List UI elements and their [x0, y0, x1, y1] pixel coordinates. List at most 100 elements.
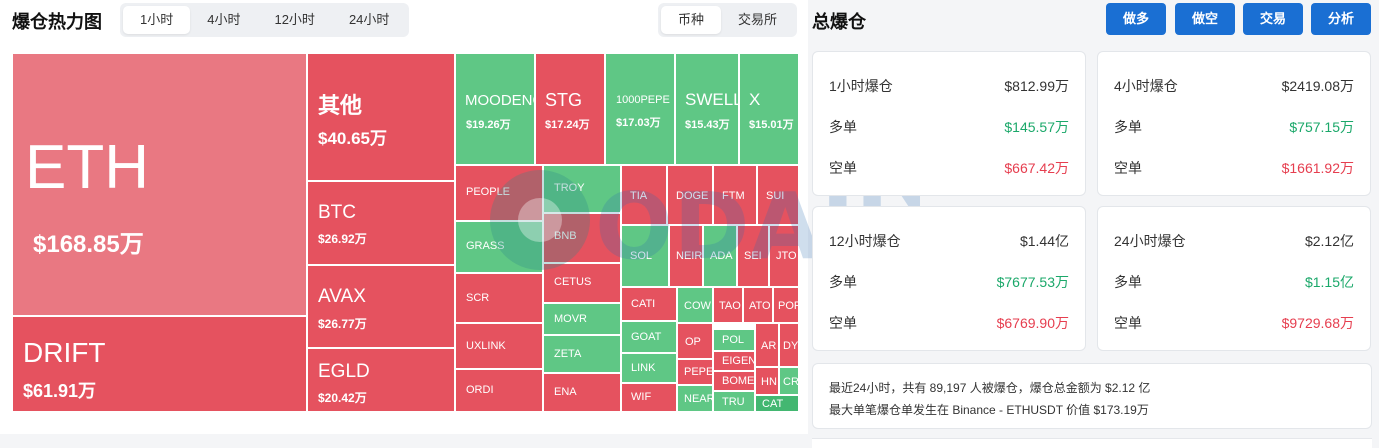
tile-value: $40.65万	[318, 129, 387, 148]
tile-name: SOL	[630, 250, 653, 262]
tile-jto[interactable]: JTO	[769, 225, 799, 287]
tile-cr[interactable]: CR	[779, 367, 799, 395]
tile-cati[interactable]: CATI	[621, 287, 677, 321]
tile-name: CR	[783, 376, 799, 388]
tile-value: $17.24万	[545, 119, 590, 131]
tile-name: GOAT	[631, 331, 662, 343]
tile-other[interactable]: 其他 $40.65万	[307, 53, 455, 181]
tile-bnb[interactable]: BNB	[543, 213, 621, 263]
tile-pop[interactable]: POP	[773, 287, 799, 323]
tile-name: MOODENG	[465, 92, 534, 109]
bottom-strip	[0, 434, 808, 448]
tab-exchange[interactable]: 交易所	[738, 12, 778, 27]
short-button[interactable]: 做空	[1175, 3, 1235, 35]
tile-btc[interactable]: BTC $26.92万	[307, 181, 455, 265]
long-button[interactable]: 做多	[1106, 3, 1166, 35]
long-value: $145.57万	[1004, 119, 1069, 135]
tile-1000pepe[interactable]: 1000PEPE $17.03万	[605, 53, 675, 165]
tile-value: $15.01万	[749, 119, 794, 131]
short-label: 空单	[829, 160, 857, 176]
tile-avax[interactable]: AVAX $26.77万	[307, 265, 455, 348]
tile-bome[interactable]: BOME	[713, 371, 755, 391]
tile-wif[interactable]: WIF	[621, 383, 677, 412]
tile-people[interactable]: PEOPLE	[455, 165, 543, 221]
tile-egld[interactable]: EGLD $20.42万	[307, 348, 455, 412]
tile-name: GRASS	[466, 240, 505, 252]
tile-ar[interactable]: AR	[755, 323, 779, 367]
tab-12h[interactable]: 12小时	[274, 12, 315, 27]
tile-name: PEOPLE	[466, 186, 511, 198]
tile-hn[interactable]: HN	[755, 367, 779, 395]
tile-name: CAT	[762, 398, 784, 410]
card-total: $1.44亿	[1019, 233, 1069, 249]
tile-name: SCR	[466, 292, 490, 304]
tab-4h[interactable]: 4小时	[207, 12, 241, 27]
long-value: $757.15万	[1289, 119, 1354, 135]
tile-name: 其他	[318, 93, 363, 118]
short-value: $1661.92万	[1281, 160, 1354, 176]
tile-name: SUI	[766, 190, 785, 202]
tile-eth[interactable]: ETH $168.85万	[12, 53, 307, 316]
tile-name: LINK	[631, 362, 656, 374]
tile-name: DOGE	[676, 190, 709, 202]
tile-near[interactable]: NEAR	[677, 385, 713, 412]
tab-coin[interactable]: 币种	[661, 6, 722, 34]
tile-name: OP	[685, 336, 701, 348]
tile-troy[interactable]: TROY	[543, 165, 621, 213]
tile-scr[interactable]: SCR	[455, 273, 543, 323]
tile-value: $61.91万	[23, 381, 97, 401]
card-label: 24小时爆仓	[1114, 233, 1186, 249]
tile-sol[interactable]: SOL	[621, 225, 669, 287]
tile-movr[interactable]: MOVR	[543, 303, 621, 335]
tile-tru[interactable]: TRU	[713, 391, 755, 412]
tile-x[interactable]: X $15.01万	[739, 53, 799, 165]
analysis-button[interactable]: 分析	[1311, 3, 1371, 35]
tile-name: CATI	[631, 298, 656, 310]
tile-eigen[interactable]: EIGEN	[713, 351, 755, 371]
short-label: 空单	[829, 315, 857, 331]
tile-name: SEI	[744, 250, 762, 262]
tile-ordi[interactable]: ORDI	[455, 369, 543, 412]
tile-goat[interactable]: GOAT	[621, 321, 677, 353]
tile-name: CETUS	[554, 276, 592, 288]
tile-drift[interactable]: DRIFT $61.91万	[12, 316, 307, 412]
tile-sui[interactable]: SUI	[757, 165, 799, 225]
tile-doge[interactable]: DOGE	[667, 165, 713, 225]
card-label: 4小时爆仓	[1114, 78, 1178, 94]
tile-ato[interactable]: ATO	[743, 287, 773, 323]
tile-name: TAO	[719, 300, 741, 312]
tile-ada[interactable]: ADA	[703, 225, 737, 287]
tile-ftm[interactable]: FTM	[713, 165, 757, 225]
time-range-tabs: 1小时 4小时 12小时 24小时	[120, 3, 410, 37]
card-24h: 24小时爆仓 $2.12亿 多单 $1.15亿 空单 $9729.68万	[1097, 206, 1371, 351]
tile-op[interactable]: OP	[677, 323, 713, 359]
tile-cetus[interactable]: CETUS	[543, 263, 621, 303]
tile-stg[interactable]: STG $17.24万	[535, 53, 605, 165]
tile-uxlink[interactable]: UXLINK	[455, 323, 543, 369]
tile-dy[interactable]: DY	[779, 323, 799, 367]
tile-pepe[interactable]: PEPE	[677, 359, 713, 385]
tile-zeta[interactable]: ZETA	[543, 335, 621, 373]
tab-24h[interactable]: 24小时	[348, 12, 390, 27]
tile-name: NEIR	[676, 250, 703, 262]
long-label: 多单	[1114, 274, 1142, 290]
tile-neir[interactable]: NEIR	[669, 225, 703, 287]
long-value: $7677.53万	[996, 274, 1069, 290]
tile-ena[interactable]: ENA	[543, 373, 621, 412]
tile-cow[interactable]: COW	[677, 287, 713, 323]
tile-link[interactable]: LINK	[621, 353, 677, 383]
long-label: 多单	[1114, 119, 1142, 135]
tile-cat[interactable]: CAT	[755, 395, 799, 412]
tile-name: ORDI	[466, 384, 494, 396]
tile-pol[interactable]: POL	[713, 329, 755, 351]
card-4h: 4小时爆仓 $2419.08万 多单 $757.15万 空单 $1661.92万	[1097, 51, 1371, 196]
tile-tia[interactable]: TIA	[621, 165, 667, 225]
tab-1h[interactable]: 1小时	[123, 6, 191, 34]
tile-tao[interactable]: TAO	[713, 287, 743, 323]
tile-name: POP	[778, 300, 799, 312]
tile-grass[interactable]: GRASS	[455, 221, 543, 273]
tile-sei[interactable]: SEI	[737, 225, 769, 287]
tile-swell[interactable]: SWELL $15.43万	[675, 53, 739, 165]
trade-button[interactable]: 交易	[1243, 3, 1303, 35]
tile-moodeng[interactable]: MOODENG $19.26万	[455, 53, 535, 165]
